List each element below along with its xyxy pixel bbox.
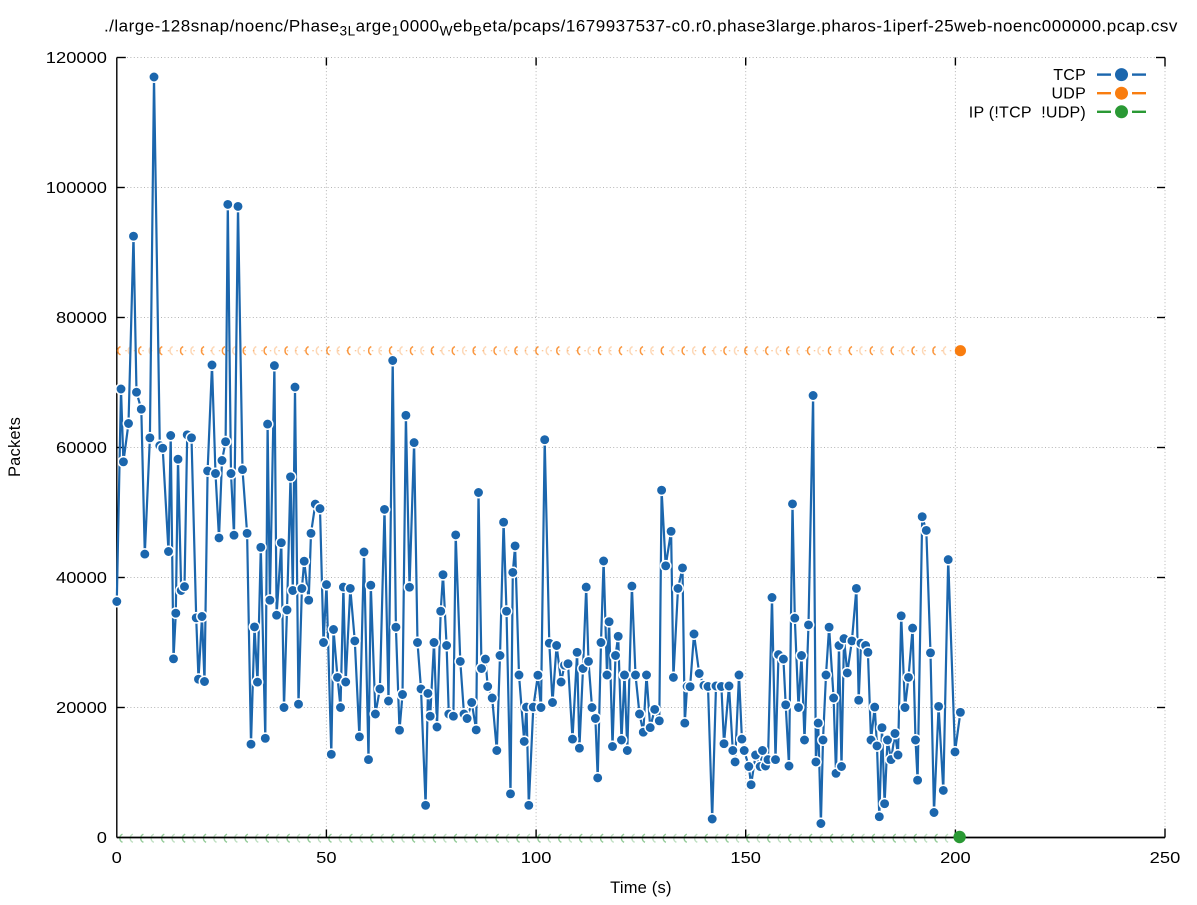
svg-text:60000: 60000 — [56, 440, 107, 457]
svg-text:TCP: TCP — [1053, 67, 1086, 84]
svg-text:100: 100 — [521, 850, 552, 867]
svg-text:80000: 80000 — [56, 310, 107, 327]
svg-text:150: 150 — [730, 850, 761, 867]
svg-text:200: 200 — [940, 850, 971, 867]
svg-text:0: 0 — [97, 830, 107, 847]
svg-text:50: 50 — [316, 850, 337, 867]
svg-text:40000: 40000 — [56, 570, 107, 587]
svg-text:IP (!TCP !UDP): IP (!TCP !UDP) — [969, 104, 1086, 121]
svg-text:20000: 20000 — [56, 700, 107, 717]
svg-text:./large-128snap/noenc/Phase3La: ./large-128snap/noenc/Phase3Large10000We… — [104, 17, 1178, 39]
svg-text:250: 250 — [1150, 850, 1181, 867]
svg-text:Time (s): Time (s) — [610, 879, 671, 897]
svg-text:100000: 100000 — [46, 180, 107, 197]
svg-text:120000: 120000 — [46, 50, 107, 67]
svg-text:0: 0 — [112, 850, 122, 867]
svg-text:Packets: Packets — [6, 417, 24, 477]
svg-text:UDP: UDP — [1051, 86, 1086, 103]
